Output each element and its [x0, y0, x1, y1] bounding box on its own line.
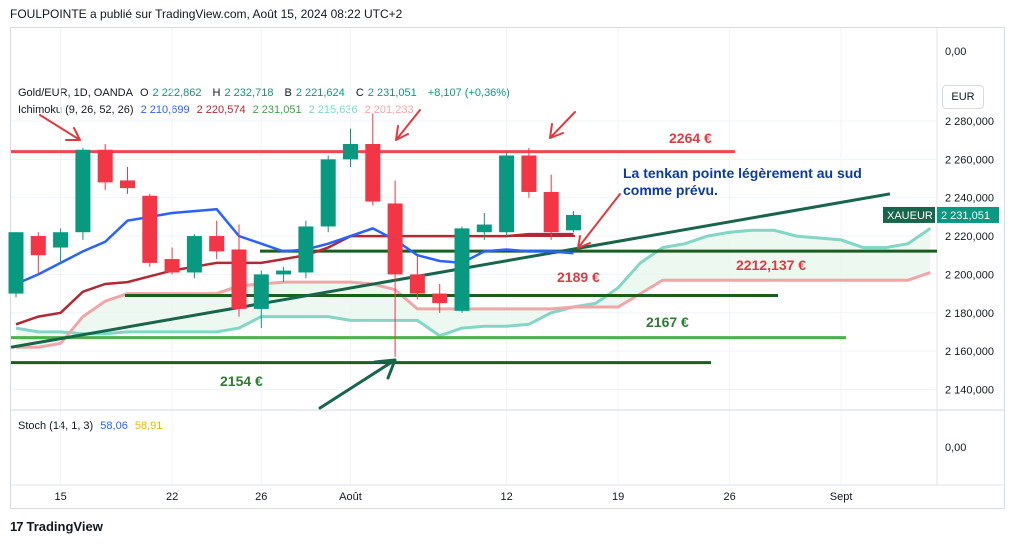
- candle-body: [387, 203, 403, 275]
- symbol-label[interactable]: Gold/EUR, 1D, OANDA: [18, 87, 133, 99]
- candle-body: [30, 236, 46, 256]
- candle-body: [476, 224, 492, 233]
- candle-body: [454, 228, 470, 311]
- time-tick-label: 26: [255, 491, 267, 503]
- price-tag-symbol: XAUEUR: [887, 210, 933, 222]
- label-2154: 2154 €: [220, 373, 263, 389]
- ichimoku-label[interactable]: Ichimoku (9, 26, 52, 26): [18, 104, 134, 116]
- time-tick-label: 26: [723, 491, 735, 503]
- arrow-2154: [318, 358, 397, 410]
- price-tick-label: 2 240,000: [945, 193, 994, 205]
- candle-body: [432, 293, 448, 304]
- kijun-sen-line: [15, 232, 574, 326]
- ichimoku-spanb-value: 2 201,233: [364, 104, 414, 116]
- candle-body: [298, 226, 314, 273]
- arrow-tenkan: [577, 193, 621, 249]
- candle-body: [499, 155, 515, 233]
- candle-body: [142, 195, 158, 263]
- candle-body: [543, 191, 559, 233]
- candle-body: [8, 232, 24, 294]
- time-tick-label: Août: [339, 491, 362, 503]
- ichimoku-kijun-value: 2 220,574: [196, 104, 246, 116]
- tradingview-brand: TradingView: [26, 519, 103, 534]
- ichimoku-chikou-value: 2 231,051: [252, 104, 302, 116]
- label-2189: 2189 €: [557, 269, 600, 285]
- stoch-axis-zero: 0,00: [945, 442, 966, 454]
- label-2264: 2264 €: [669, 130, 712, 146]
- ichimoku-cloud: [16, 228, 931, 348]
- time-tick-label: 15: [54, 491, 66, 503]
- senkou-span-b-line: [16, 271, 931, 349]
- time-tick-label: 22: [166, 491, 178, 503]
- candle-body: [566, 214, 581, 231]
- stoch-legend: Stoch (14, 1, 3) 58,06 58,91: [18, 420, 166, 432]
- price-tick-label: 2 140,000: [945, 384, 994, 396]
- candle-body: [164, 259, 180, 273]
- arrow-1: [39, 114, 81, 141]
- candle-body: [53, 232, 69, 248]
- candle-body: [521, 155, 537, 192]
- candle-body: [75, 149, 91, 233]
- candle-body: [120, 180, 135, 189]
- stoch-d-value: 58,91: [134, 420, 163, 432]
- price-tick-label: 2 260,000: [945, 154, 994, 166]
- change-value: +8,107 (+0,36%): [427, 87, 510, 99]
- price-tick-label: 2 160,000: [945, 346, 994, 358]
- candle-body: [231, 249, 247, 309]
- candle-body: [343, 144, 358, 160]
- arrow-2: [395, 109, 421, 141]
- label-2167: 2167 €: [646, 314, 689, 330]
- price-tag-value: 2 231,051: [941, 210, 990, 222]
- price-tick-label: 2 280,000: [945, 116, 994, 128]
- time-tick-label: 12: [500, 491, 512, 503]
- tradingview-footer[interactable]: 17 TradingView: [10, 519, 103, 534]
- price-axis-zero: 0,00: [945, 46, 966, 58]
- stoch-label[interactable]: Stoch (14, 1, 3): [18, 420, 94, 432]
- ichimoku-spana-value: 2 215,636: [308, 104, 358, 116]
- senkou-span-a-line: [15, 227, 932, 338]
- candle-body: [253, 274, 269, 309]
- arrow-3: [549, 111, 576, 139]
- price-tick-label: 2 180,000: [945, 308, 994, 320]
- candle-body: [320, 159, 336, 227]
- price-tick-label: 2 220,000: [945, 231, 994, 243]
- ichimoku-tenkan-value: 2 210,699: [140, 104, 190, 116]
- candle-body: [409, 274, 425, 294]
- publish-header: FOULPOINTE a publié sur TradingView.com,…: [10, 7, 403, 21]
- tradingview-logo-icon: 17: [10, 519, 24, 534]
- trendline: [10, 192, 891, 349]
- time-tick-label: Sept: [830, 491, 853, 503]
- ichimoku-legend: Ichimoku (9, 26, 52, 26) 2 210,699 2 220…: [18, 104, 418, 116]
- candle-body: [97, 149, 113, 183]
- stoch-k-value: 58,06: [100, 420, 128, 432]
- price-tag-value-bg: [937, 206, 999, 223]
- annotation-tenkan-line1: La tenkan pointe légèrement au sud: [623, 165, 862, 181]
- price-tag-symbol-bg: [883, 206, 935, 223]
- candle-body: [186, 236, 202, 273]
- candle-body: [365, 144, 381, 202]
- currency-button[interactable]: EUR: [942, 85, 984, 109]
- candle-body: [209, 236, 225, 252]
- time-tick-label: 19: [612, 491, 624, 503]
- label-2212: 2212,137 €: [736, 257, 806, 273]
- annotation-tenkan-line2: comme prévu.: [623, 182, 718, 198]
- candle-body: [276, 270, 292, 275]
- tenkan-sen-line: [15, 207, 574, 286]
- price-tick-label: 2 200,000: [945, 269, 994, 281]
